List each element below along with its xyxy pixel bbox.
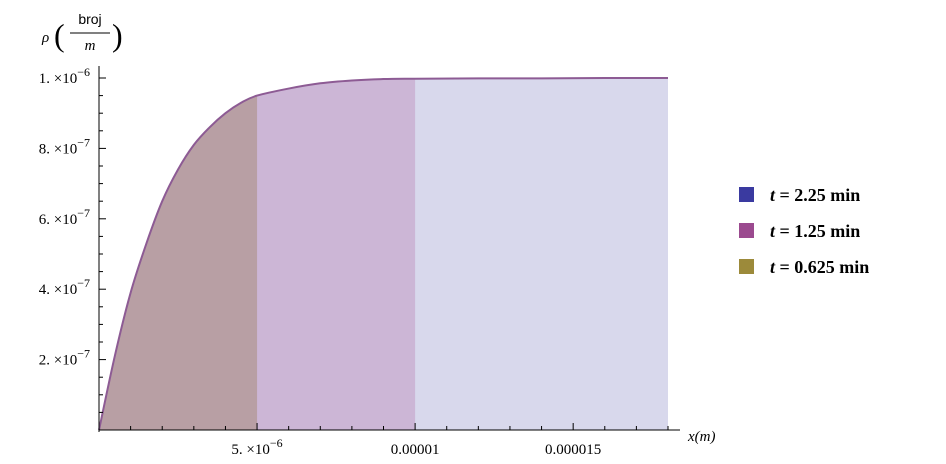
y-tick-label: 2. ×10−7 <box>39 347 90 369</box>
y-axis-label-rho: ρ <box>41 30 49 46</box>
y-tick-label: 8. ×10−7 <box>39 135 90 157</box>
legend-swatch <box>739 259 754 274</box>
x-tick-label: 0.000015 <box>545 442 601 458</box>
y-axis-label-rparen: ) <box>112 17 123 53</box>
legend-swatch <box>739 223 754 238</box>
x-axis-label: x(m) <box>687 429 715 445</box>
area-series-3 <box>99 95 258 430</box>
y-tick-label: 6. ×10−7 <box>39 206 90 228</box>
legend-entry: t = 2.25 min <box>770 185 860 205</box>
axes <box>98 66 680 432</box>
legend-entry: t = 0.625 min <box>770 257 869 277</box>
y-tick-label: 1. ×10−6 <box>39 65 90 87</box>
y-tick-label: 4. ×10−7 <box>39 276 90 298</box>
tick-labels: 5. ×10−6 0.00001 0.000015 2. ×10−7 4. ×10−7 6… <box>39 65 602 458</box>
area-fills <box>99 77 668 431</box>
y-axis-label: ρ ( broj m ) <box>41 11 123 54</box>
legend-entry: t = 1.25 min <box>770 221 860 241</box>
y-axis-label-numerator: broj <box>78 11 101 27</box>
legend-swatch <box>739 187 754 202</box>
y-axis-label-lparen: ( <box>54 17 65 53</box>
y-axis-label-denominator: m <box>85 38 96 54</box>
x-tick-label: 5. ×10−6 <box>231 436 282 458</box>
legend: t = 2.25 min t = 1.25 min t = 0.625 min <box>739 185 869 277</box>
x-tick-label: 0.00001 <box>391 442 440 458</box>
density-curve <box>98 76 669 431</box>
